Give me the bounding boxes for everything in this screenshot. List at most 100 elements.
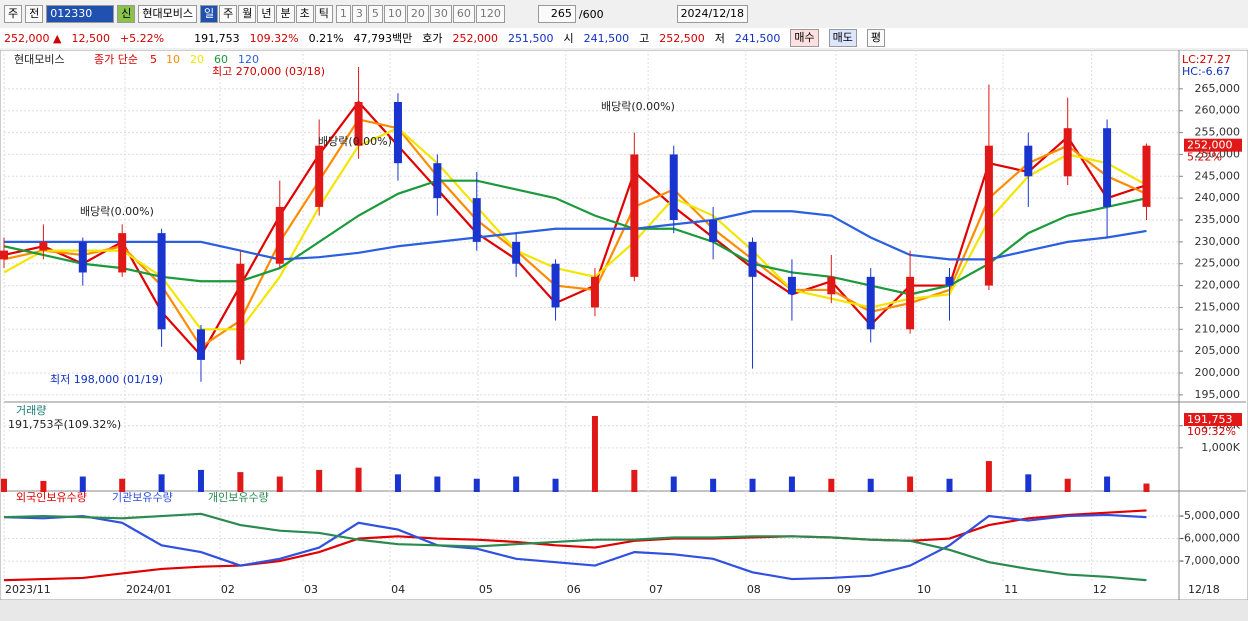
volume-bar — [552, 478, 559, 492]
volume: 191,753 — [194, 31, 240, 45]
candle-body — [354, 101, 363, 146]
candle-body — [118, 233, 127, 273]
volume-bar — [867, 478, 874, 492]
stock-name: 현대모비스 — [138, 5, 197, 23]
candle-body — [630, 154, 639, 277]
x-tick-label: 12 — [1093, 583, 1107, 596]
moving-average — [3, 179, 1147, 296]
high: 252,500 — [659, 31, 705, 45]
unit-button[interactable]: 일 — [199, 5, 219, 23]
holding-line — [3, 509, 1147, 582]
chart: 2023/11 2024/01 02 03 04 05 06 07 08 09 10 11 12 12/1… — [0, 50, 1248, 621]
volume-bar — [79, 476, 86, 492]
quote-label: 호가 — [422, 32, 443, 45]
legend-entry: 120 — [238, 53, 259, 66]
y-tick-label: 220,000 — [1195, 279, 1241, 292]
candle-body — [709, 220, 718, 242]
x-tick-label: 11 — [1004, 583, 1018, 596]
minute-button[interactable]: 30 — [429, 5, 452, 23]
period[interactable]: 주 — [4, 5, 23, 23]
y-tick-label: 240,000 — [1195, 191, 1241, 204]
buy[interactable]: 매수 — [790, 29, 819, 47]
y-tick-label: 265,000 — [1195, 82, 1241, 95]
candle-body — [787, 276, 796, 295]
scrollbar[interactable] — [0, 600, 1248, 621]
candle-body — [590, 276, 599, 308]
ask: 252,000 — [452, 31, 499, 45]
volume-bar — [237, 472, 244, 492]
minute-button[interactable]: 1 — [335, 5, 351, 23]
minute-button[interactable]: 3 — [351, 5, 367, 23]
moving-average — [4, 210, 1147, 261]
last-change-label: 5.22% — [1187, 151, 1222, 164]
last-change-label: 109.32% — [1187, 425, 1236, 438]
candle-body — [39, 241, 48, 251]
last-value-box — [1184, 413, 1242, 426]
volume-bar — [355, 467, 362, 492]
moving-average — [3, 100, 1147, 358]
x-tick-label: 05 — [479, 583, 493, 596]
volume-bar — [788, 476, 795, 492]
minute-button[interactable]: 5 — [367, 5, 383, 23]
turnover: 0.21% — [308, 31, 344, 45]
code[interactable]: 012330 — [46, 5, 115, 23]
legend-entry: 60 — [214, 53, 228, 66]
y-tick-label: 1,000K — [1201, 441, 1240, 454]
x-tick-label: 06 — [567, 583, 581, 596]
candle-body — [433, 163, 442, 199]
candle-body — [551, 263, 560, 308]
volume-bar — [591, 416, 598, 492]
annotation: 배당락(0.00%) — [80, 205, 154, 218]
legend-entry: 기관보유수량 — [112, 491, 173, 504]
volume-bar — [158, 474, 165, 492]
volume-bar — [749, 478, 756, 492]
volume-bar — [710, 478, 717, 492]
hc-label: HC:-6.67 — [1182, 65, 1230, 78]
legend-entry: 10 — [166, 53, 180, 66]
new[interactable]: 신 — [117, 5, 136, 23]
candle-body — [1103, 128, 1112, 207]
open-label: 시 — [563, 32, 574, 45]
count[interactable]: 265 — [537, 5, 576, 23]
legend-entry: 20 — [190, 53, 204, 66]
y-tick-label: 195,000 — [1195, 388, 1241, 401]
volume-rate: 109.32% — [249, 31, 299, 45]
chart-bg — [0, 50, 1248, 601]
last-value-label: 191,753 — [1187, 413, 1233, 426]
volume-bar — [197, 469, 204, 492]
volume-bar — [119, 478, 126, 492]
y-tick-label: 245,000 — [1195, 169, 1241, 182]
unit-button[interactable]: 초 — [295, 5, 314, 23]
y-tick-label: 210,000 — [1195, 322, 1241, 335]
volume-bar — [316, 469, 323, 492]
total: /600 — [578, 7, 604, 21]
minute-button[interactable]: 10 — [383, 5, 406, 23]
unit-button[interactable]: 주 — [219, 5, 238, 23]
bid: 251,500 — [508, 31, 554, 45]
unit-button[interactable]: 월 — [238, 5, 257, 23]
minute-button[interactable]: 20 — [406, 5, 429, 23]
annotation: 최고 270,000 (03/18) — [212, 65, 325, 78]
ma-legend-title: 종가 단순 — [94, 53, 138, 66]
low: 241,500 — [734, 31, 781, 45]
unit-button[interactable]: 년 — [257, 5, 276, 23]
volume-bar — [276, 476, 283, 492]
minute-button[interactable]: 60 — [452, 5, 475, 23]
prev[interactable]: 전 — [25, 5, 44, 23]
date[interactable]: 2024/12/18 — [676, 5, 748, 23]
lc-label: LC:27.27 — [1182, 53, 1231, 66]
low-label: 저 — [714, 32, 725, 45]
y-tick-label: 215,000 — [1195, 300, 1241, 313]
sell[interactable]: 매도 — [828, 29, 857, 47]
rate: +5.22% — [119, 31, 165, 45]
unit-button[interactable]: 틱 — [314, 5, 333, 23]
y-tick-label: 230,000 — [1195, 235, 1241, 248]
volume-bar — [1, 478, 7, 492]
last-value-label: 252,000 — [1187, 139, 1233, 152]
minute-button[interactable]: 120 — [475, 5, 505, 23]
avg[interactable]: 평 — [866, 29, 886, 47]
unit-button[interactable]: 분 — [276, 5, 295, 23]
candle-body — [472, 198, 481, 242]
volume-bar — [985, 461, 992, 492]
